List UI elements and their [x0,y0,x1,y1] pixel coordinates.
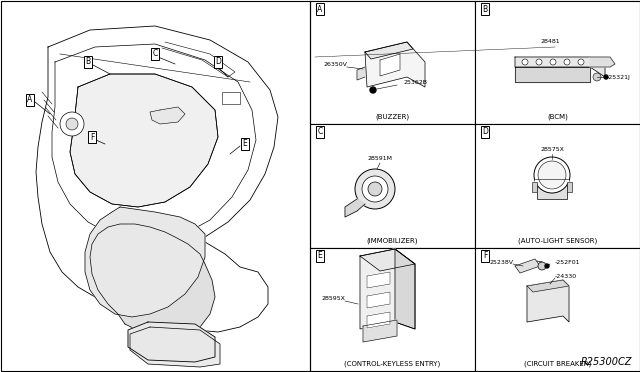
Circle shape [522,59,528,65]
Circle shape [368,182,382,196]
Polygon shape [380,54,400,76]
Bar [310,124,475,248]
Circle shape [536,59,542,65]
Circle shape [362,176,388,202]
Text: E: E [317,251,323,260]
Text: (BUZZER): (BUZZER) [376,114,410,120]
Polygon shape [367,312,390,328]
Circle shape [545,264,549,268]
Circle shape [534,157,570,193]
Polygon shape [128,322,215,362]
Polygon shape [515,57,605,77]
Bar [535,175,569,183]
Polygon shape [357,67,365,80]
Polygon shape [527,280,569,292]
Text: (BCM): (BCM) [547,114,568,120]
Text: 28481: 28481 [540,39,560,44]
Polygon shape [365,42,413,59]
Circle shape [60,112,84,136]
Polygon shape [36,26,278,332]
Circle shape [538,262,546,270]
Text: 25362B: 25362B [403,80,427,84]
Text: E: E [243,140,248,148]
Polygon shape [527,280,569,322]
Bar [222,92,240,104]
Text: 26350V: 26350V [323,61,347,67]
Polygon shape [360,249,415,271]
Text: F: F [483,251,487,260]
Circle shape [370,87,376,93]
Polygon shape [363,320,397,342]
Text: 28595X: 28595X [321,296,345,301]
Circle shape [550,59,556,65]
Text: C: C [317,128,323,137]
Bar [310,1,475,124]
Text: D: D [215,58,221,67]
Polygon shape [70,74,218,207]
Polygon shape [367,292,390,308]
Text: (CONTROL-KEYLESS ENTRY): (CONTROL-KEYLESS ENTRY) [344,361,440,367]
Polygon shape [515,259,540,273]
Text: R25300CZ: R25300CZ [580,357,632,367]
Bar [475,248,640,371]
Circle shape [66,118,78,130]
Circle shape [578,59,584,65]
Text: (IMMOBILIZER): (IMMOBILIZER) [367,238,419,244]
Bar [532,182,537,192]
Bar [475,1,640,124]
Bar [475,124,640,248]
Text: A: A [28,96,33,105]
Text: B: B [483,4,488,13]
Polygon shape [85,207,205,317]
Circle shape [355,169,395,209]
Text: 28591M: 28591M [367,156,392,161]
Polygon shape [367,272,390,288]
Text: -24330: -24330 [555,273,577,279]
Text: F: F [90,132,94,141]
Polygon shape [90,224,215,340]
Bar [310,248,475,371]
Polygon shape [515,67,590,82]
Bar [537,177,567,199]
Circle shape [538,161,566,189]
Polygon shape [365,42,425,87]
Text: (CIRCUIT BREAKER): (CIRCUIT BREAKER) [524,361,591,367]
Text: C: C [152,49,157,58]
Text: B: B [85,58,91,67]
Polygon shape [150,107,185,124]
Polygon shape [360,249,415,329]
Polygon shape [130,327,220,367]
Text: -25321J: -25321J [607,74,631,80]
Polygon shape [345,199,365,217]
Circle shape [564,59,570,65]
Bar [567,182,572,192]
Text: -252F01: -252F01 [555,260,580,264]
Circle shape [593,73,601,81]
Text: 25238V: 25238V [489,260,513,264]
Text: (AUTO-LIGHT SENSOR): (AUTO-LIGHT SENSOR) [518,238,597,244]
Text: 28575X: 28575X [540,147,564,152]
Polygon shape [590,57,615,67]
Text: A: A [317,4,323,13]
Polygon shape [395,249,415,329]
Circle shape [604,75,608,79]
Text: D: D [482,128,488,137]
